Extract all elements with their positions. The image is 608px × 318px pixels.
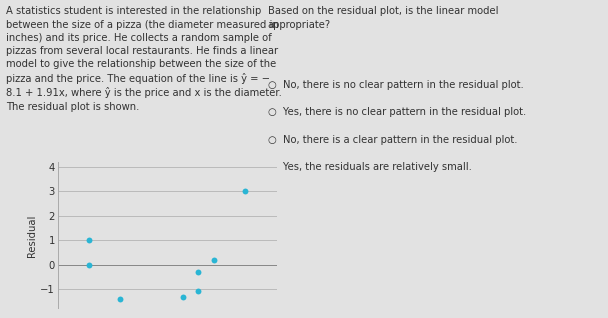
Y-axis label: Residual: Residual xyxy=(27,214,38,257)
Point xyxy=(209,257,219,262)
Point xyxy=(84,262,94,267)
Text: Based on the residual plot, is the linear model
appropriate?: Based on the residual plot, is the linea… xyxy=(268,6,498,30)
Point xyxy=(193,289,203,294)
Point xyxy=(193,269,203,274)
Text: ○  No, there is a clear pattern in the residual plot.: ○ No, there is a clear pattern in the re… xyxy=(268,135,517,145)
Point xyxy=(241,189,250,194)
Text: ○  Yes, there is no clear pattern in the residual plot.: ○ Yes, there is no clear pattern in the … xyxy=(268,107,526,117)
Text: A statistics student is interested in the relationship
between the size of a piz: A statistics student is interested in th… xyxy=(6,6,282,112)
Point xyxy=(84,238,94,243)
Text: ○  Yes, the residuals are relatively small.: ○ Yes, the residuals are relatively smal… xyxy=(268,162,471,172)
Point xyxy=(178,295,188,300)
Point xyxy=(116,296,125,301)
Text: ○  No, there is no clear pattern in the residual plot.: ○ No, there is no clear pattern in the r… xyxy=(268,80,523,90)
